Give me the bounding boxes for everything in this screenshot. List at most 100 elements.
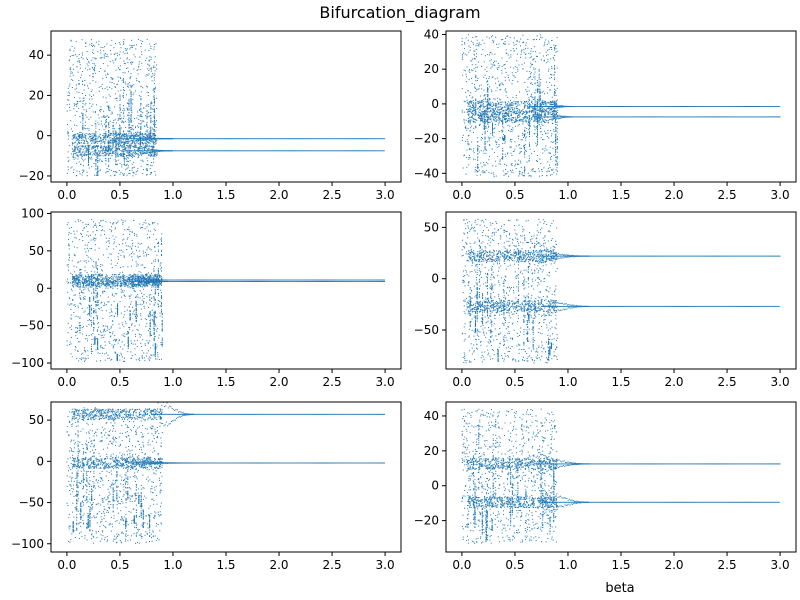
data-point <box>543 119 545 121</box>
data-point <box>154 138 156 140</box>
data-point <box>145 174 147 176</box>
data-point <box>471 101 473 103</box>
data-point <box>477 114 479 116</box>
data-point <box>496 141 498 143</box>
data-point <box>507 104 509 106</box>
data-point <box>163 150 165 152</box>
data-point <box>509 105 511 107</box>
data-point <box>476 36 478 38</box>
data-point <box>502 156 504 158</box>
data-point <box>535 51 537 53</box>
data-point <box>87 161 89 163</box>
data-point <box>148 138 150 140</box>
data-point <box>153 150 155 152</box>
data-point <box>195 138 197 140</box>
data-point <box>116 100 118 102</box>
data-point <box>305 150 307 152</box>
data-point <box>86 175 88 177</box>
data-point <box>136 147 138 149</box>
data-point <box>233 138 235 140</box>
data-point <box>524 113 526 115</box>
data-point <box>537 125 538 127</box>
data-point <box>144 136 146 138</box>
data-point <box>493 111 495 113</box>
data-point <box>136 70 138 72</box>
data-point <box>305 138 307 140</box>
data-point <box>496 106 498 108</box>
data-point <box>507 113 509 115</box>
data-point <box>97 174 99 176</box>
data-point <box>150 145 152 147</box>
data-point <box>85 147 87 149</box>
data-point <box>92 103 94 105</box>
data-point <box>483 111 485 113</box>
data-point <box>103 151 105 153</box>
data-point <box>492 132 493 134</box>
data-point <box>130 96 132 98</box>
data-point <box>146 104 148 106</box>
data-point <box>126 145 128 147</box>
data-point <box>553 129 555 131</box>
data-point <box>539 89 541 91</box>
data-point <box>98 150 99 152</box>
data-point <box>185 150 187 152</box>
data-point <box>534 98 536 100</box>
data-point <box>530 72 532 74</box>
data-point <box>359 150 361 152</box>
data-point <box>539 110 541 112</box>
data-point <box>124 173 126 175</box>
data-point <box>547 111 549 113</box>
data-point <box>204 138 206 140</box>
data-point <box>461 111 463 113</box>
data-point <box>486 141 488 143</box>
data-point <box>118 134 120 136</box>
data-point <box>82 92 84 94</box>
data-point <box>84 136 86 138</box>
data-point <box>523 111 525 113</box>
data-point <box>501 117 503 119</box>
data-point <box>120 153 122 155</box>
data-point <box>96 153 98 155</box>
data-point <box>484 147 486 149</box>
data-point <box>555 51 557 53</box>
data-point <box>150 131 152 133</box>
data-point <box>110 44 112 46</box>
data-point <box>95 58 97 60</box>
data-point <box>473 152 475 154</box>
data-point <box>95 120 97 122</box>
data-point <box>106 147 108 149</box>
data-point <box>473 103 475 105</box>
data-point <box>83 89 85 91</box>
data-point <box>130 109 132 111</box>
data-point <box>478 42 480 44</box>
data-point <box>531 78 533 80</box>
data-point <box>513 44 515 46</box>
data-point <box>135 140 137 142</box>
data-point <box>137 168 139 170</box>
data-point <box>123 143 125 145</box>
data-point <box>123 145 125 147</box>
data-point <box>130 136 132 138</box>
data-point <box>100 143 102 145</box>
data-point <box>73 169 75 171</box>
data-point <box>115 122 117 124</box>
data-point <box>154 121 156 123</box>
data-point <box>268 150 270 152</box>
data-point <box>152 145 154 147</box>
data-point <box>534 105 536 107</box>
data-point <box>484 121 486 123</box>
data-point <box>554 91 556 93</box>
data-point <box>74 135 76 137</box>
data-point <box>127 109 129 111</box>
data-point <box>212 150 214 152</box>
data-point <box>105 148 107 150</box>
data-point <box>467 141 469 143</box>
data-point <box>490 102 492 104</box>
data-point <box>129 148 131 150</box>
data-point <box>127 119 129 121</box>
data-point <box>90 156 92 158</box>
data-point <box>147 126 149 128</box>
data-point <box>552 114 554 116</box>
data-point <box>338 150 340 152</box>
data-point <box>537 113 538 115</box>
